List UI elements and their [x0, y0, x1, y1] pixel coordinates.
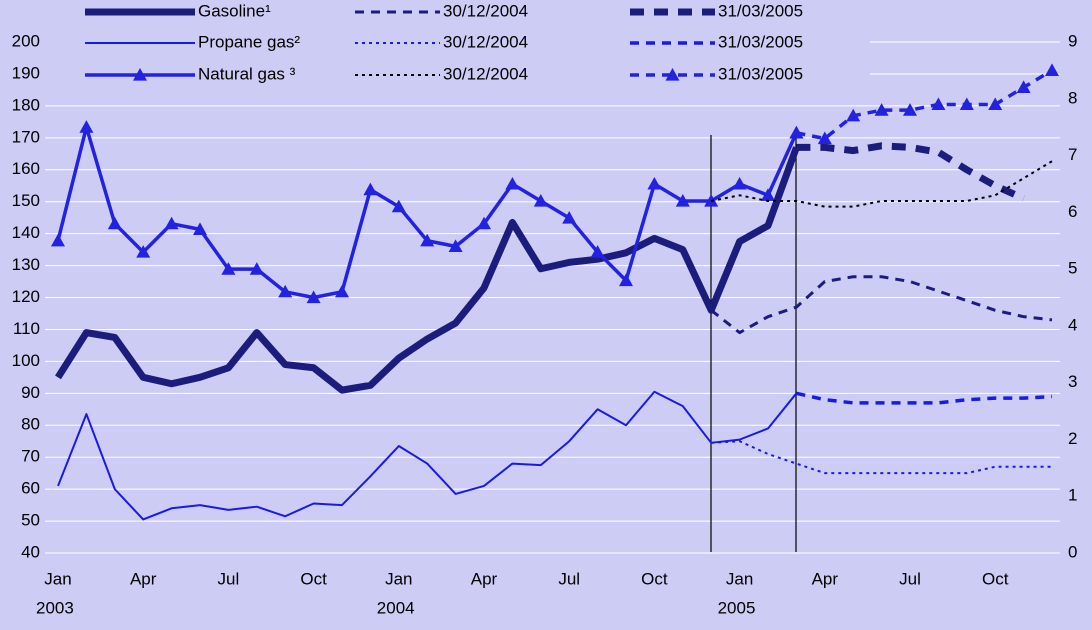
y2-tick-label: 8: [1068, 88, 1077, 107]
legend-label: 31/03/2005: [718, 32, 803, 51]
series-line: [710, 275, 1053, 335]
x-tick-label: Jul: [899, 569, 921, 588]
marker: [249, 262, 264, 275]
x-year-label: 2003: [36, 598, 74, 617]
marker: [1016, 80, 1031, 94]
y2-tick-label: 6: [1068, 202, 1077, 221]
x-tick-label: Apr: [130, 569, 157, 588]
y-tick-label: 140: [12, 223, 40, 242]
marker: [107, 216, 122, 230]
marker: [817, 131, 832, 145]
marker: [903, 103, 917, 116]
y-tick-label: 160: [12, 159, 40, 178]
marker: [278, 284, 293, 298]
x-tick-label: Jul: [558, 569, 580, 588]
marker: [136, 245, 151, 258]
marker: [1045, 63, 1059, 76]
marker: [789, 125, 804, 139]
marker: [505, 176, 520, 190]
y-tick-label: 130: [12, 255, 40, 274]
y-tick-label: 70: [21, 447, 40, 466]
marker: [846, 108, 861, 122]
x-tick-label: Apr: [471, 569, 498, 588]
marker: [619, 273, 633, 287]
y-tick-label: 190: [12, 63, 40, 82]
marker: [335, 284, 349, 298]
legend-label: 31/03/2005: [718, 1, 803, 20]
x-year-label: 2004: [377, 598, 415, 617]
y-tick-label: 150: [12, 191, 40, 210]
marker: [363, 182, 378, 196]
y2-tick-label: 0: [1068, 542, 1077, 561]
legend-label: 30/12/2004: [443, 1, 528, 20]
y-tick-label: 50: [21, 511, 40, 530]
x-tick-label: Apr: [812, 569, 839, 588]
y2-tick-label: 3: [1068, 372, 1077, 391]
y2-tick-label: 2: [1068, 429, 1077, 448]
y-tick-label: 40: [21, 542, 40, 561]
y2-tick-label: 5: [1068, 259, 1077, 278]
legend-marker: [133, 68, 147, 81]
x-tick-label: Oct: [300, 569, 327, 588]
marker: [959, 97, 974, 111]
y-tick-label: 170: [12, 127, 40, 146]
marker: [533, 193, 548, 207]
marker: [647, 176, 662, 190]
x-tick-label: Oct: [982, 569, 1009, 588]
marker: [420, 233, 435, 247]
series-line: [711, 160, 1053, 208]
marker: [221, 262, 236, 275]
series-line: [796, 391, 1053, 405]
y-tick-label: 120: [12, 287, 40, 306]
marker: [306, 290, 321, 304]
x-tick-label: Jan: [385, 569, 412, 588]
y-tick-label: 80: [21, 415, 40, 434]
marker: [193, 222, 207, 235]
marker: [675, 193, 690, 207]
series-line: [57, 390, 798, 521]
y-tick-label: 180: [12, 95, 40, 114]
marker: [931, 97, 946, 111]
y-tick-label: 100: [12, 351, 40, 370]
series-line: [55, 146, 800, 394]
series-line: [796, 142, 1026, 202]
x-tick-label: Jan: [44, 569, 71, 588]
legend-label: 30/12/2004: [443, 64, 528, 83]
y2-tick-label: 9: [1068, 31, 1077, 50]
marker: [477, 216, 491, 230]
y2-tick-label: 7: [1068, 145, 1077, 164]
marker: [391, 199, 406, 213]
series-line: [711, 440, 1052, 475]
y2-tick-label: 4: [1068, 315, 1077, 334]
series-line: [796, 68, 1053, 141]
marker: [51, 233, 65, 247]
legend-marker: [665, 68, 680, 81]
marker: [874, 103, 889, 116]
y2-tick-label: 1: [1068, 486, 1077, 505]
marker: [562, 211, 577, 224]
x-tick-label: Jan: [726, 569, 753, 588]
legend-label: Propane gas²: [198, 32, 300, 51]
marker: [732, 176, 747, 190]
y-tick-label: 90: [21, 383, 40, 402]
marker: [164, 216, 179, 230]
legend-label: 31/03/2005: [718, 64, 803, 83]
legend-label: Natural gas ³: [198, 64, 296, 83]
marker: [448, 239, 463, 252]
marker: [761, 188, 775, 201]
legend-label: 30/12/2004: [443, 32, 528, 51]
y-tick-label: 200: [12, 31, 40, 50]
marker: [590, 245, 605, 258]
legend-label: Gasoline¹: [198, 1, 271, 20]
x-tick-label: Jul: [218, 569, 240, 588]
x-tick-label: Oct: [641, 569, 668, 588]
y-tick-label: 110: [13, 319, 40, 338]
y-tick-label: 60: [21, 479, 40, 498]
marker: [988, 97, 1003, 111]
x-year-label: 2005: [718, 598, 756, 617]
marker: [79, 120, 94, 133]
